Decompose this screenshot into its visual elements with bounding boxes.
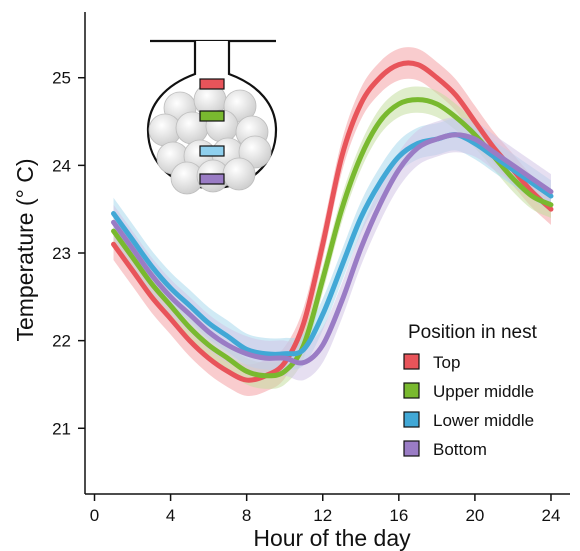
legend-swatch-top bbox=[403, 353, 420, 370]
line-bottom bbox=[111, 132, 554, 366]
legend-swatch-bottom bbox=[403, 440, 420, 457]
line-upper-middle bbox=[111, 97, 554, 379]
x-tick-label: 4 bbox=[166, 506, 175, 525]
legend-label-lower-middle: Lower middle bbox=[433, 411, 534, 430]
nest-diagram bbox=[146, 39, 278, 195]
legend-swatch-upper-middle bbox=[403, 382, 420, 399]
x-tick-label: 20 bbox=[465, 506, 484, 525]
x-ticks: 0 4 8 12 16 20 24 bbox=[90, 494, 561, 525]
line-lower-middle bbox=[111, 132, 554, 357]
y-tick-label: 21 bbox=[52, 419, 71, 438]
legend-swatch-lower-middle bbox=[403, 411, 420, 428]
y-tick-label: 24 bbox=[52, 156, 71, 175]
x-tick-label: 8 bbox=[242, 506, 251, 525]
y-tick-label: 22 bbox=[52, 332, 71, 351]
x-tick-label: 16 bbox=[389, 506, 408, 525]
legend-label-top: Top bbox=[433, 353, 460, 372]
nest-marker-top bbox=[199, 78, 225, 90]
legend-title: Position in nest bbox=[408, 322, 538, 343]
legend-items: Top Upper middle Lower middle Bottom bbox=[403, 353, 534, 459]
y-axis-title: Temperature (° C) bbox=[12, 158, 38, 341]
legend-label-bottom: Bottom bbox=[433, 440, 487, 459]
x-tick-label: 24 bbox=[542, 506, 561, 525]
nest-marker-bottom bbox=[199, 173, 225, 185]
x-tick-label: 0 bbox=[90, 506, 99, 525]
line-top bbox=[111, 60, 554, 383]
pupa bbox=[222, 157, 256, 191]
y-tick-label: 23 bbox=[52, 244, 71, 263]
series-lines bbox=[111, 60, 554, 383]
axes: 0 4 8 12 16 20 24 21 22 23 24 25 bbox=[52, 12, 570, 525]
x-tick-label: 12 bbox=[313, 506, 332, 525]
nest-marker-upper-middle bbox=[199, 110, 225, 122]
legend-label-upper-middle: Upper middle bbox=[433, 382, 534, 401]
legend: Position in nest Top Upper middle Lower mi… bbox=[403, 322, 538, 459]
y-ticks: 21 22 23 24 25 bbox=[52, 69, 85, 438]
x-axis-title: Hour of the day bbox=[253, 525, 411, 551]
y-tick-label: 25 bbox=[52, 69, 71, 88]
nest-marker-lower-middle bbox=[199, 145, 225, 157]
